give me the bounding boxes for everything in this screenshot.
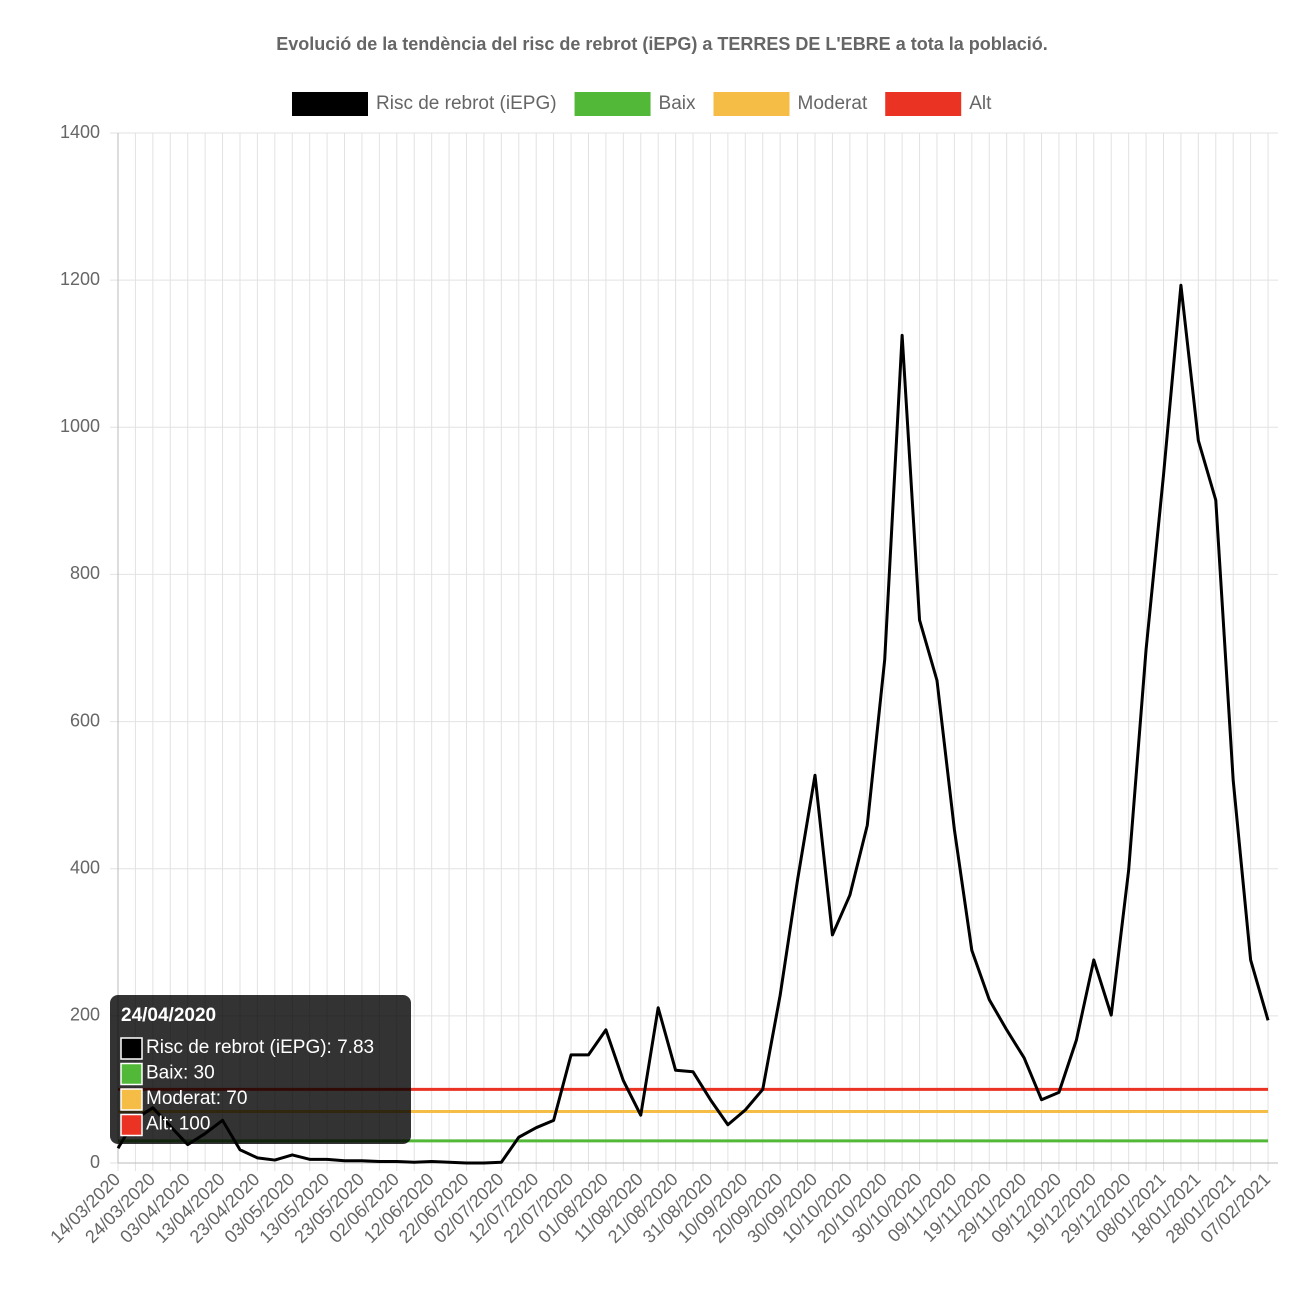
y-tick-label: 1200: [60, 269, 100, 289]
tooltip-title: 24/04/2020: [121, 1005, 216, 1026]
legend-swatch: [713, 92, 790, 116]
y-tick-label: 1400: [60, 122, 100, 142]
tooltip: [110, 995, 411, 1144]
y-tick-label: 800: [70, 563, 100, 583]
legend-swatch: [292, 92, 368, 116]
legend-label: Risc de rebrot (iEPG): [376, 93, 557, 114]
legend-label: Alt: [969, 93, 992, 114]
tooltip-swatch: [120, 1113, 143, 1137]
tooltip-swatch: [120, 1037, 143, 1060]
chart-title: Evolució de la tendència del risc de reb…: [276, 34, 1047, 54]
y-tick-label: 1000: [60, 416, 100, 436]
legend-swatch: [574, 92, 651, 116]
tooltip-item: Alt: 100: [146, 1114, 210, 1135]
tooltip-item: Risc de rebrot (iEPG): 7.83: [146, 1037, 374, 1058]
series-line: [116, 283, 1270, 1165]
y-tick-label: 200: [70, 1005, 100, 1025]
tooltip-item: Moderat: 70: [146, 1088, 247, 1109]
y-tick-label: 600: [70, 710, 100, 730]
tooltip-swatch: [120, 1088, 143, 1111]
legend-label: Baix: [659, 93, 696, 114]
tooltip-item: Baix: 30: [146, 1063, 215, 1084]
legend-swatch: [885, 92, 962, 116]
y-tick-label: 400: [70, 857, 100, 877]
y-tick-label: 0: [90, 1152, 100, 1172]
legend-label: Moderat: [798, 93, 868, 114]
tooltip-swatch: [120, 1062, 143, 1086]
